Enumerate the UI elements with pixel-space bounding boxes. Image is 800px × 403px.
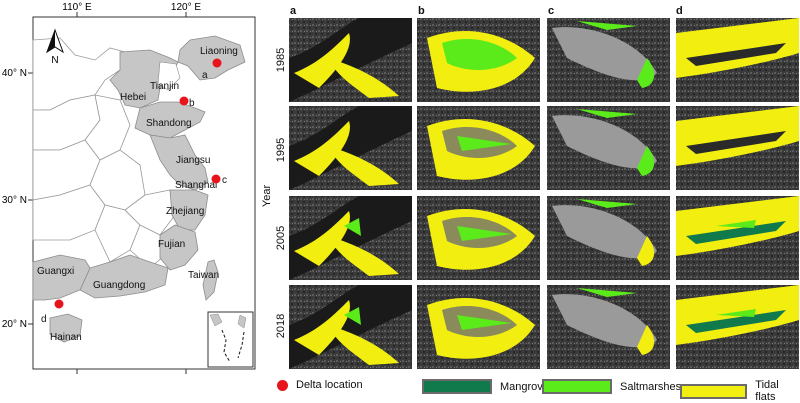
legend-item-saltmarsh: Saltmarshes	[542, 379, 681, 394]
year-label-1995: 1995	[275, 138, 287, 162]
panel-d-1985	[676, 18, 799, 102]
label-jiangsu: Jiangsu	[176, 155, 210, 166]
panel-a-1995	[289, 106, 412, 190]
lon-tick-110-top: 110° E	[62, 2, 92, 13]
year-label-2005: 2005	[275, 226, 287, 250]
year-label-2018: 2018	[275, 314, 287, 338]
label-hebei: Hebei	[120, 92, 146, 103]
legend: Delta location Mangrove forests Saltmars…	[275, 375, 800, 403]
delta-panels-grid: a b c d 1985 1995 2005 2018 Year	[261, 5, 799, 369]
legend-label-tidal-flats: Tidal flats	[755, 379, 779, 403]
label-guangdong: Guangdong	[93, 280, 145, 291]
panel-a-1985	[289, 18, 412, 102]
panel-d-1995	[676, 106, 799, 190]
site-marker-d	[54, 299, 64, 309]
legend-label-delta: Delta location	[296, 379, 363, 391]
panel-b-1985	[417, 18, 540, 102]
column-label-d: d	[676, 5, 683, 17]
y-axis-label: Year	[261, 185, 273, 208]
panel-d-2018	[676, 285, 799, 369]
column-label-b: b	[418, 5, 425, 17]
site-letter-c: c	[222, 175, 227, 186]
lon-tick-120-top: 120° E	[171, 2, 201, 13]
column-label-c: c	[548, 5, 554, 17]
panel-d-2005	[676, 196, 799, 280]
column-label-a: a	[290, 5, 297, 17]
delta-location-dot-icon	[277, 379, 288, 391]
lat-tick-20: 20° N	[2, 319, 27, 330]
panel-c-1995	[547, 106, 670, 190]
south-china-sea-inset	[207, 311, 254, 368]
label-shanghai: Shanghai	[175, 180, 217, 191]
north-arrow-icon	[46, 28, 64, 54]
label-hainan: Hainan	[50, 332, 82, 343]
legend-item-delta: Delta location	[277, 379, 363, 391]
panel-b-1995	[417, 106, 540, 190]
label-tianjin: Tianjin	[150, 81, 179, 92]
site-letter-a: a	[202, 70, 208, 81]
panel-c-1985	[547, 18, 670, 102]
legend-label-saltmarsh: Saltmarshes	[620, 380, 682, 393]
site-letter-d: d	[41, 314, 47, 325]
panel-c-2005	[547, 196, 670, 280]
lat-tick-40: 40° N	[2, 68, 27, 79]
lat-tick-30: 30° N	[2, 195, 27, 206]
inland-provinces	[32, 37, 176, 269]
site-marker-a	[212, 58, 222, 68]
label-taiwan: Taiwan	[188, 270, 219, 281]
site-marker-b	[179, 96, 189, 106]
panel-b-2018	[417, 285, 540, 369]
saltmarsh-swatch	[542, 379, 612, 394]
panel-a-2005	[289, 196, 412, 280]
label-shandong: Shandong	[146, 118, 192, 129]
panel-b-2005	[417, 196, 540, 280]
mangrove-swatch	[422, 379, 492, 394]
site-marker-c	[211, 174, 221, 184]
label-guangxi: Guangxi	[37, 266, 74, 277]
panel-c-2018	[547, 285, 670, 369]
year-label-1985: 1985	[275, 48, 287, 72]
tidal-flats-swatch	[680, 383, 748, 399]
label-zhejiang: Zhejiang	[166, 206, 204, 217]
panel-a-2018	[289, 285, 412, 369]
legend-item-tidal-flats: Tidal flats	[680, 379, 800, 403]
label-fujian: Fujian	[158, 239, 185, 250]
site-letter-b: b	[189, 98, 195, 109]
north-label: N	[51, 55, 58, 66]
site-markers	[54, 58, 222, 309]
label-liaoning: Liaoning	[200, 46, 238, 57]
china-coast-map: 110° E 120° E 110° E 120° E 40° N 30° N …	[2, 2, 256, 374]
